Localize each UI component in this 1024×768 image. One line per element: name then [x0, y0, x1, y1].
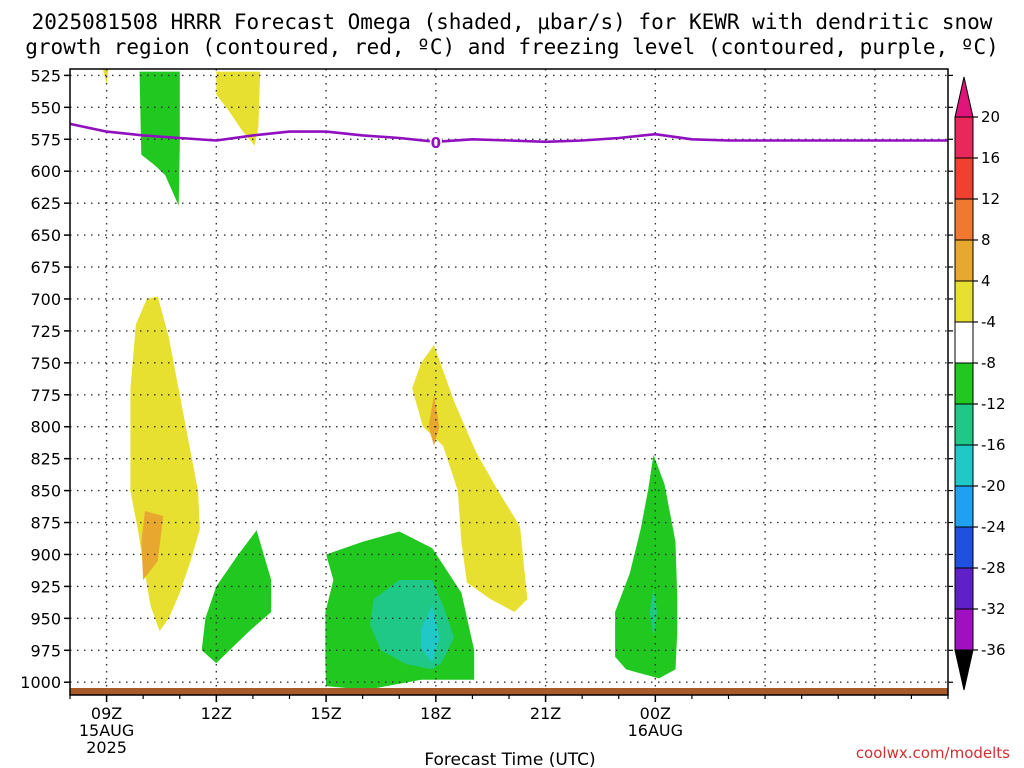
colorbar-swatch-8 — [954, 444, 974, 487]
omega-region-0 — [139, 71, 180, 206]
colorbar-swatch-12 — [954, 608, 974, 651]
site-credit: coolwx.com/modelts — [856, 744, 1010, 762]
y-tick-label-650: 650 — [30, 226, 61, 245]
colorbar-label-11: -28 — [981, 559, 1006, 577]
freezing-label-bg — [429, 132, 442, 151]
colorbar-swatch-4 — [954, 280, 974, 323]
y-tick-label-525: 525 — [30, 66, 61, 85]
x-tick-year-09Z: 2025 — [86, 738, 127, 757]
colorbar-label-6: -8 — [981, 354, 996, 372]
freezing-level-label: 0 — [431, 134, 441, 152]
colorbar-label-3: 8 — [981, 231, 991, 249]
omega-region-7 — [201, 530, 272, 664]
colorbar-legend: 20 16 12 8 4 -4 -8 -12 -16 -20 -24 -28 -32 -36 — [954, 76, 1006, 691]
x-axis-label: Forecast Time (UTC) — [424, 750, 595, 768]
colorbar-swatch-9 — [954, 485, 974, 528]
colorbar-label-1: 16 — [981, 149, 1000, 167]
colorbar-label-2: 12 — [981, 190, 1000, 208]
colorbar-label-12: -32 — [981, 600, 1006, 618]
colorbar-swatch-2 — [954, 198, 974, 241]
colorbar-bottom-arrow — [954, 649, 974, 691]
y-axis-pressure: 525 550 575 600 625 650 675 700 725 750 775 800 825 8… — [20, 66, 953, 692]
omega-region-11 — [615, 454, 678, 679]
y-tick-label-1000: 1000 — [20, 673, 61, 692]
colorbar-swatch-3 — [954, 239, 974, 282]
colorbar-swatch-1 — [954, 157, 974, 200]
colorbar-label-7: -12 — [981, 395, 1006, 413]
x-tick-label-15Z: 15Z — [310, 704, 341, 723]
colorbar-label-9: -20 — [981, 477, 1006, 495]
omega-region-1 — [216, 71, 261, 146]
colorbar-label-5: -4 — [981, 313, 996, 331]
y-tick-label-950: 950 — [30, 609, 61, 628]
x-tick-date-09Z: 15AUG — [79, 721, 134, 740]
chart-title-line-1: 2025081508 HRRR Forecast Omega (shaded, … — [32, 10, 993, 34]
y-tick-label-575: 575 — [30, 130, 61, 149]
omega-region-4 — [141, 511, 164, 580]
y-tick-label-850: 850 — [30, 482, 61, 501]
y-tick-label-975: 975 — [30, 641, 61, 660]
omega-region-12 — [649, 587, 658, 638]
colorbar-label-10: -24 — [981, 518, 1006, 536]
colorbar-label-8: -16 — [981, 436, 1006, 454]
x-tick-label-00Z: 00Z — [640, 704, 671, 723]
y-tick-label-550: 550 — [30, 98, 61, 117]
y-tick-label-700: 700 — [30, 290, 61, 309]
colorbar-swatch-11 — [954, 567, 974, 610]
y-tick-label-900: 900 — [30, 545, 61, 564]
freezing-level-line — [69, 122, 948, 144]
colorbar-swatch-5 — [954, 321, 974, 364]
y-tick-label-875: 875 — [30, 514, 61, 533]
x-tick-label-12Z: 12Z — [201, 704, 232, 723]
y-tick-label-750: 750 — [30, 354, 61, 373]
colorbar-swatch-0 — [954, 116, 974, 159]
y-tick-label-600: 600 — [30, 162, 61, 181]
y-tick-label-725: 725 — [30, 322, 61, 341]
colorbar-label-4: 4 — [981, 272, 991, 290]
omega-region-2 — [102, 69, 109, 85]
y-tick-label-675: 675 — [30, 258, 61, 277]
y-tick-label-825: 825 — [30, 450, 61, 469]
x-tick-label-18Z: 18Z — [420, 704, 451, 723]
omega-region-10 — [421, 605, 440, 664]
x-tick-label-21Z: 21Z — [530, 704, 561, 723]
colorbar-swatch-7 — [954, 403, 974, 446]
ground-band — [70, 688, 948, 695]
colorbar-label-0: 20 — [981, 108, 1000, 126]
omega-shaded-regions — [102, 69, 678, 690]
y-tick-label-775: 775 — [30, 386, 61, 405]
omega-region-5 — [412, 345, 528, 612]
x-tick-date-00Z: 16AUG — [628, 721, 683, 740]
omega-region-6 — [428, 394, 440, 446]
colorbar-swatch-6 — [954, 362, 974, 405]
freezing-level-contour: 0 — [69, 122, 948, 152]
x-tick-label-09Z: 09Z — [91, 704, 122, 723]
chart-title-line-2: growth region (contoured, red, ºC) and f… — [25, 35, 999, 59]
colorbar-swatch-10 — [954, 526, 974, 569]
colorbar-label-13: -36 — [981, 641, 1006, 659]
y-tick-label-925: 925 — [30, 577, 61, 596]
y-tick-label-625: 625 — [30, 194, 61, 213]
y-tick-label-800: 800 — [30, 418, 61, 437]
